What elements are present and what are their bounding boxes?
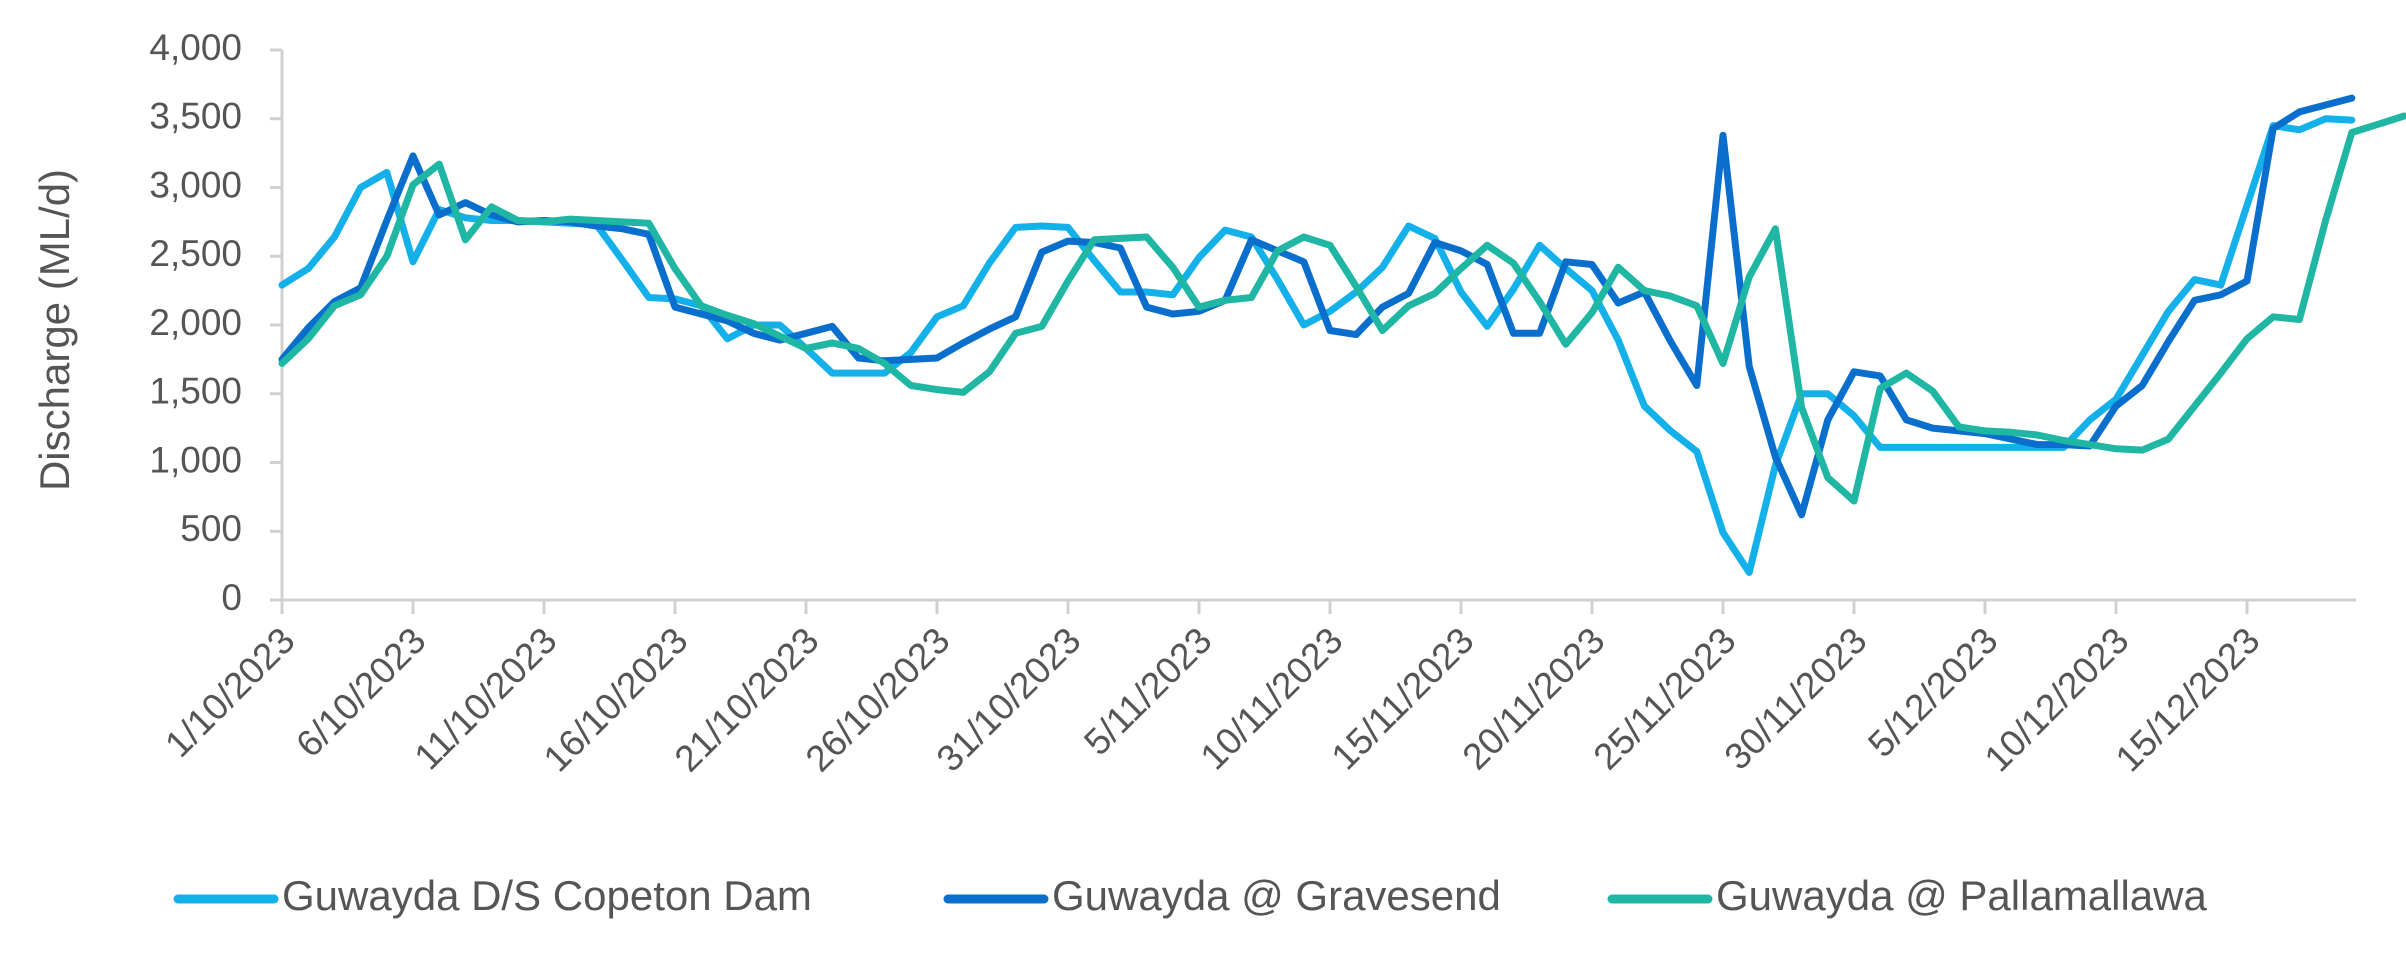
x-tick-label: 5/11/2023: [1076, 620, 1219, 763]
series-line-2: [278, 94, 2356, 519]
x-tick-label: 10/11/2023: [1193, 620, 1351, 778]
y-tick-label: 1,500: [149, 371, 242, 412]
y-axis-title: Discharge (ML/d): [31, 169, 78, 491]
x-tick-label: 30/11/2023: [1717, 620, 1875, 778]
y-tick-label: 3,000: [149, 164, 242, 205]
y-tick-label: 4,000: [149, 27, 242, 68]
y-tick-label: 500: [180, 508, 242, 549]
x-tick-label: 25/11/2023: [1586, 620, 1744, 778]
x-tick-label: 15/11/2023: [1324, 620, 1482, 778]
y-tick-label: 2,000: [149, 302, 242, 343]
legend-label-1: Guwayda D/S Copeton Dam: [282, 872, 812, 919]
x-tick-label: 31/10/2023: [929, 620, 1089, 780]
y-tick-label: 3,500: [149, 96, 242, 137]
legend-label-2: Guwayda @ Gravesend: [1052, 872, 1501, 919]
legend-label-3: Guwayda @ Pallamallawa: [1716, 872, 2207, 919]
y-tick-label: 0: [221, 577, 242, 618]
series-line-1: [278, 115, 2356, 576]
x-tick-label: 20/11/2023: [1455, 620, 1613, 778]
y-tick-label: 1,000: [149, 439, 242, 480]
x-tick-label: 15/12/2023: [2108, 620, 2268, 780]
x-tick-label: 1/10/2023: [157, 620, 302, 765]
series-line-3: [278, 112, 2406, 505]
y-tick-label: 2,500: [149, 233, 242, 274]
